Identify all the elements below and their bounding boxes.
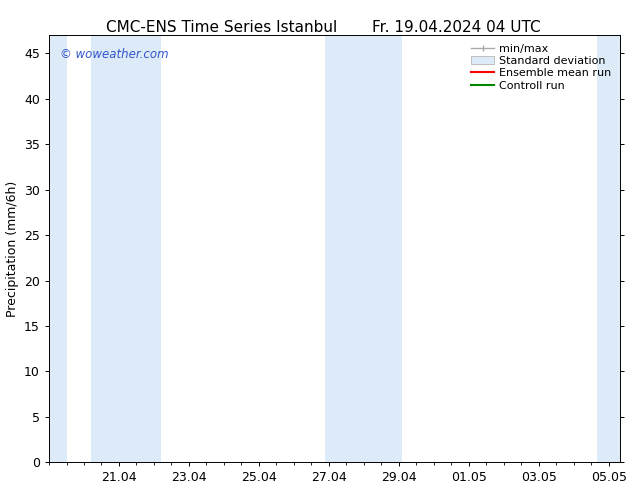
Text: Fr. 19.04.2024 04 UTC: Fr. 19.04.2024 04 UTC — [372, 20, 541, 35]
Bar — [597, 35, 621, 463]
Bar — [325, 35, 364, 463]
Bar — [364, 35, 403, 463]
Legend: min/max, Standard deviation, Ensemble mean run, Controll run: min/max, Standard deviation, Ensemble me… — [468, 41, 615, 94]
Bar — [49, 35, 67, 463]
Text: CMC-ENS Time Series Istanbul: CMC-ENS Time Series Istanbul — [107, 20, 337, 35]
Text: © woweather.com: © woweather.com — [60, 48, 169, 61]
Y-axis label: Precipitation (mm/6h): Precipitation (mm/6h) — [6, 180, 18, 317]
Bar — [91, 35, 161, 463]
